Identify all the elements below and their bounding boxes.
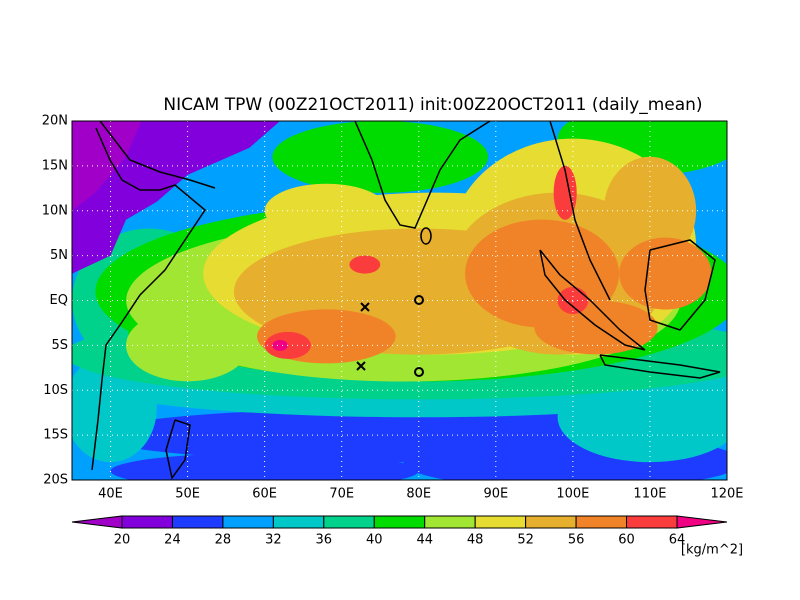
map-title: NICAM TPW (00Z21OCT2011) init:00Z20OCT20…: [163, 95, 702, 115]
field-patch: [72, 121, 281, 274]
coastline: [91, 127, 206, 471]
coastline: [99, 120, 216, 189]
colorbar-box: [626, 515, 678, 529]
marker-x: [360, 302, 370, 312]
map-frame: [71, 120, 728, 481]
lat-label: 15S: [43, 428, 68, 443]
field-patch: [619, 237, 712, 310]
field-patch: [603, 156, 697, 265]
colorbar-label: 48: [467, 533, 484, 548]
colorbar-label: 24: [164, 533, 181, 548]
lat-label: 5S: [51, 338, 68, 353]
lat-label: 10S: [43, 383, 68, 398]
colorbar-box: [474, 515, 527, 529]
coastline: [539, 249, 646, 351]
lon-label: 60E: [252, 487, 277, 502]
colorbar-label: 60: [618, 533, 635, 548]
lon-label: 70E: [329, 487, 354, 502]
lon-label: 100E: [556, 487, 589, 502]
marker-o: [414, 367, 424, 377]
field-patch: [557, 372, 727, 463]
coastline: [165, 419, 191, 480]
lon-label: 110E: [633, 487, 666, 502]
field-patch: [349, 255, 381, 274]
lat-label: 20S: [43, 473, 68, 488]
lon-label: 40E: [98, 487, 123, 502]
colorbar-label: 44: [416, 533, 433, 548]
lon-label: 120E: [710, 487, 743, 502]
lat-label: 20N: [42, 114, 68, 129]
colorbar-label: 20: [114, 533, 131, 548]
colorbar-box: [121, 515, 173, 529]
colorbar-label: 64: [669, 533, 686, 548]
colorbar-label: 52: [517, 533, 534, 548]
colorbar-box: [575, 515, 628, 529]
lat-label: 10N: [42, 203, 68, 218]
overlay: 40E 50E 60E 70E 80E 90E 100E 110E 120E 20N 15N 10N 5…: [42, 114, 744, 558]
field-patch: [272, 121, 489, 193]
field-patch: [553, 165, 577, 220]
colorbar-box: [222, 515, 274, 529]
colorbar-box: [171, 515, 224, 529]
colorbar-box: [272, 515, 325, 529]
colorbar-box: [525, 515, 577, 529]
field-patch: [72, 121, 142, 211]
tpw-field: [72, 121, 727, 480]
marker-o: [414, 295, 424, 305]
colorbar-label: 40: [366, 533, 383, 548]
marker-x: [356, 361, 366, 371]
lon-label: 80E: [406, 487, 431, 502]
coastline: [354, 120, 491, 229]
colorbar-end: [71, 515, 123, 529]
lat-label: 5N: [50, 248, 68, 263]
coastline: [549, 120, 611, 301]
lon-label: 50E: [175, 487, 200, 502]
coastline: [599, 354, 721, 379]
coastline: [420, 227, 432, 245]
field-patch: [272, 339, 288, 351]
lon-label: 90E: [483, 487, 508, 502]
colorbar-unit: [kg/m^2]: [681, 543, 743, 558]
colorbar-label: 36: [316, 533, 333, 548]
lat-label: 15N: [42, 158, 68, 173]
colorbar-end: [676, 515, 728, 529]
coastline: [644, 239, 716, 331]
field-patch: [264, 183, 388, 238]
colorbar-label: 56: [568, 533, 585, 548]
colorbar-box: [424, 515, 476, 529]
colorbar-label: 28: [215, 533, 232, 548]
lat-label: EQ: [50, 293, 68, 308]
colorbar-box: [323, 515, 375, 529]
colorbar-label: 32: [265, 533, 282, 548]
colorbar-box: [373, 515, 426, 529]
field-patch: [534, 300, 658, 355]
